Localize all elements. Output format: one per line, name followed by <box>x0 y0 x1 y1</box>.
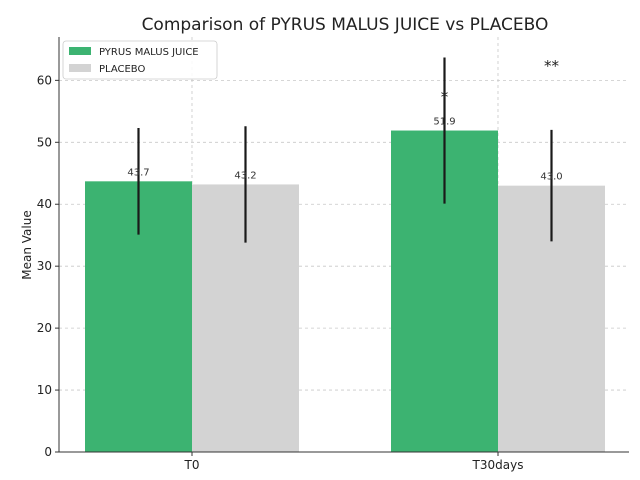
value-label-layer: 43.751.943.2 43.0*** <box>127 57 562 183</box>
y-tick-label-5: 50 <box>37 135 52 149</box>
y-tick-label-0: 0 <box>44 445 52 459</box>
significance-marker-1: ** <box>544 57 560 75</box>
y-tick-label-3: 30 <box>37 259 52 273</box>
legend-swatch-placebo <box>69 64 91 72</box>
y-axis-label: Mean Value <box>20 210 34 279</box>
y-tick-label-6: 60 <box>37 73 52 87</box>
legend-swatch-pyrus <box>69 47 91 55</box>
legend-frame <box>62 40 218 80</box>
legend-label-pyrus: PYRUS MALUS JUICE <box>99 47 199 58</box>
y-tick-label-1: 10 <box>37 383 52 397</box>
error-bar-layer <box>137 57 553 243</box>
x-tick-label-0: T0 <box>184 458 200 472</box>
value-label-placebo-0: 43.2 <box>234 170 256 181</box>
x-tick-label-1: T30days <box>472 458 524 472</box>
chart-title: Comparison of PYRUS MALUS JUICE vs PLACE… <box>142 15 549 35</box>
value-label-pyrus-0: 43.7 <box>127 167 149 178</box>
bar-layer <box>85 130 605 452</box>
value-label-placebo-1: 43.0 <box>540 172 562 183</box>
value-label-pyrus-1: 51.9 <box>433 117 455 128</box>
legend: PYRUS MALUS JUICE PLACEBO <box>62 40 218 80</box>
y-tick-label-4: 40 <box>37 197 52 211</box>
legend-label-placebo: PLACEBO <box>99 64 145 75</box>
y-tick-label-2: 20 <box>37 321 52 335</box>
axis-layer: 0 10 20 30 40 50 60 T0 T30days <box>37 37 629 472</box>
significance-marker-0: * <box>441 88 449 106</box>
